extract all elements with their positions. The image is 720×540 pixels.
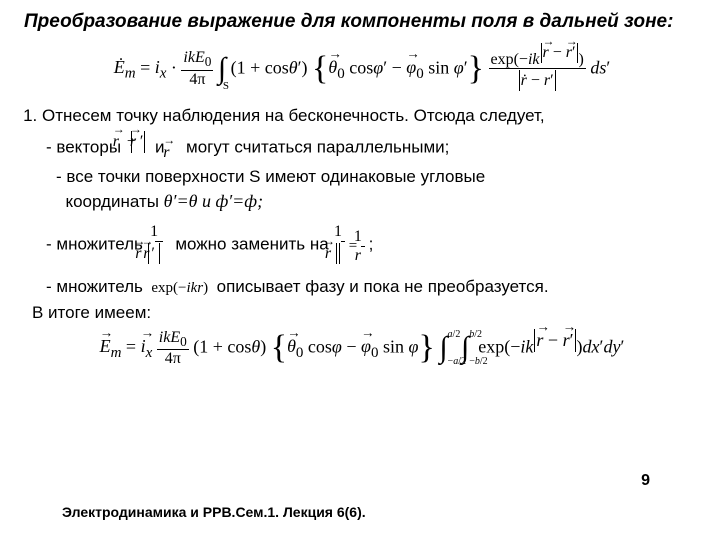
footer: Электродинамика и РРВ.Сем.1. Лекция 6(6)… bbox=[62, 504, 366, 520]
page-number: 9 bbox=[641, 472, 650, 490]
slide-page: Преобразование выражение для компоненты … bbox=[0, 0, 720, 540]
formula-1: Ėm = ix · ikE04π ∫S (1 + cosθ′) {θ0 cosφ… bbox=[24, 43, 700, 96]
content-list: Отнесем точку наблюдения на бесконечност… bbox=[24, 105, 700, 299]
summary-line: В итоге имеем: bbox=[32, 303, 700, 323]
item-1: Отнесем точку наблюдения на бесконечност… bbox=[42, 105, 700, 299]
formula-2: Em = ix ikE04π (1 + cosθ) {θ0 cosφ − φ0 … bbox=[24, 329, 700, 367]
bullet-multiplier-2: - множитель exp(−ikr) описывает фазу и п… bbox=[42, 276, 700, 299]
slide-title: Преобразование выражение для компоненты … bbox=[24, 10, 700, 35]
bullet-vectors: - векторы r − r′ и r могут считаться пар… bbox=[42, 131, 700, 163]
bullet-multiplier-1: - множитель 1 r r′ можно заменить на 1 r… bbox=[42, 224, 700, 268]
bullet-surface: - все точки поверхности S имеют одинаков… bbox=[42, 166, 700, 214]
